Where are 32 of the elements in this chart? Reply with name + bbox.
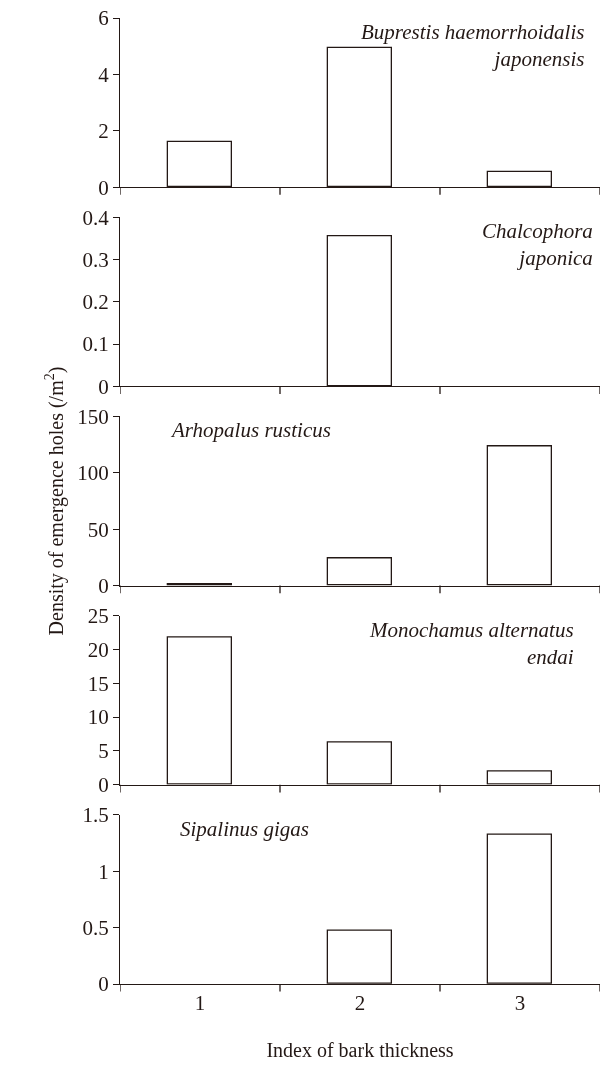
x-tick-label: 3 bbox=[514, 991, 526, 1016]
y-tick-label: 0.2 bbox=[82, 290, 109, 315]
y-tick-label: 0.1 bbox=[82, 332, 109, 357]
y-tick-label: 2 bbox=[98, 119, 109, 144]
x-tick-label: 1 bbox=[194, 991, 206, 1016]
chart-title: Sipalinus gigas bbox=[180, 817, 309, 841]
text: Buprestis haemorrhoidalis japonensis bbox=[361, 20, 585, 72]
x-axis-title: Index of bark thickness bbox=[266, 1038, 454, 1061]
y-tick-label: 5 bbox=[98, 739, 109, 764]
y-tick-label: 10 bbox=[87, 705, 109, 730]
text: Monochamus alternatus endai bbox=[369, 618, 574, 670]
y-tick-label: 25 bbox=[87, 603, 109, 628]
y-tick-label: 6 bbox=[98, 6, 109, 31]
y-tick-label: 15 bbox=[87, 671, 109, 696]
y-tick-label: 0.3 bbox=[82, 247, 109, 272]
y-tick-label: 0 bbox=[98, 175, 109, 200]
chart-title: Arhopalus rusticus bbox=[170, 418, 331, 442]
y-tick-label: 4 bbox=[98, 62, 110, 87]
y-tick-label: 100 bbox=[77, 461, 109, 486]
y-tick-label: 1.5 bbox=[82, 803, 109, 828]
y-tick-label: 0 bbox=[98, 773, 109, 798]
y-tick-label: 1 bbox=[98, 859, 109, 884]
y-tick-label: 50 bbox=[87, 517, 109, 542]
y-tick-label: 0 bbox=[98, 374, 109, 399]
text: Chalcophora japonica bbox=[482, 219, 593, 271]
y-tick-label: 0 bbox=[98, 573, 109, 598]
y-tick-label: 0.4 bbox=[82, 205, 110, 230]
x-tick-label: 2 bbox=[354, 991, 366, 1016]
y-tick-label: 0 bbox=[98, 972, 109, 997]
y-tick-label: 0.5 bbox=[82, 915, 109, 940]
y-tick-label: 150 bbox=[77, 404, 109, 429]
y-tick-label: 20 bbox=[87, 637, 109, 662]
